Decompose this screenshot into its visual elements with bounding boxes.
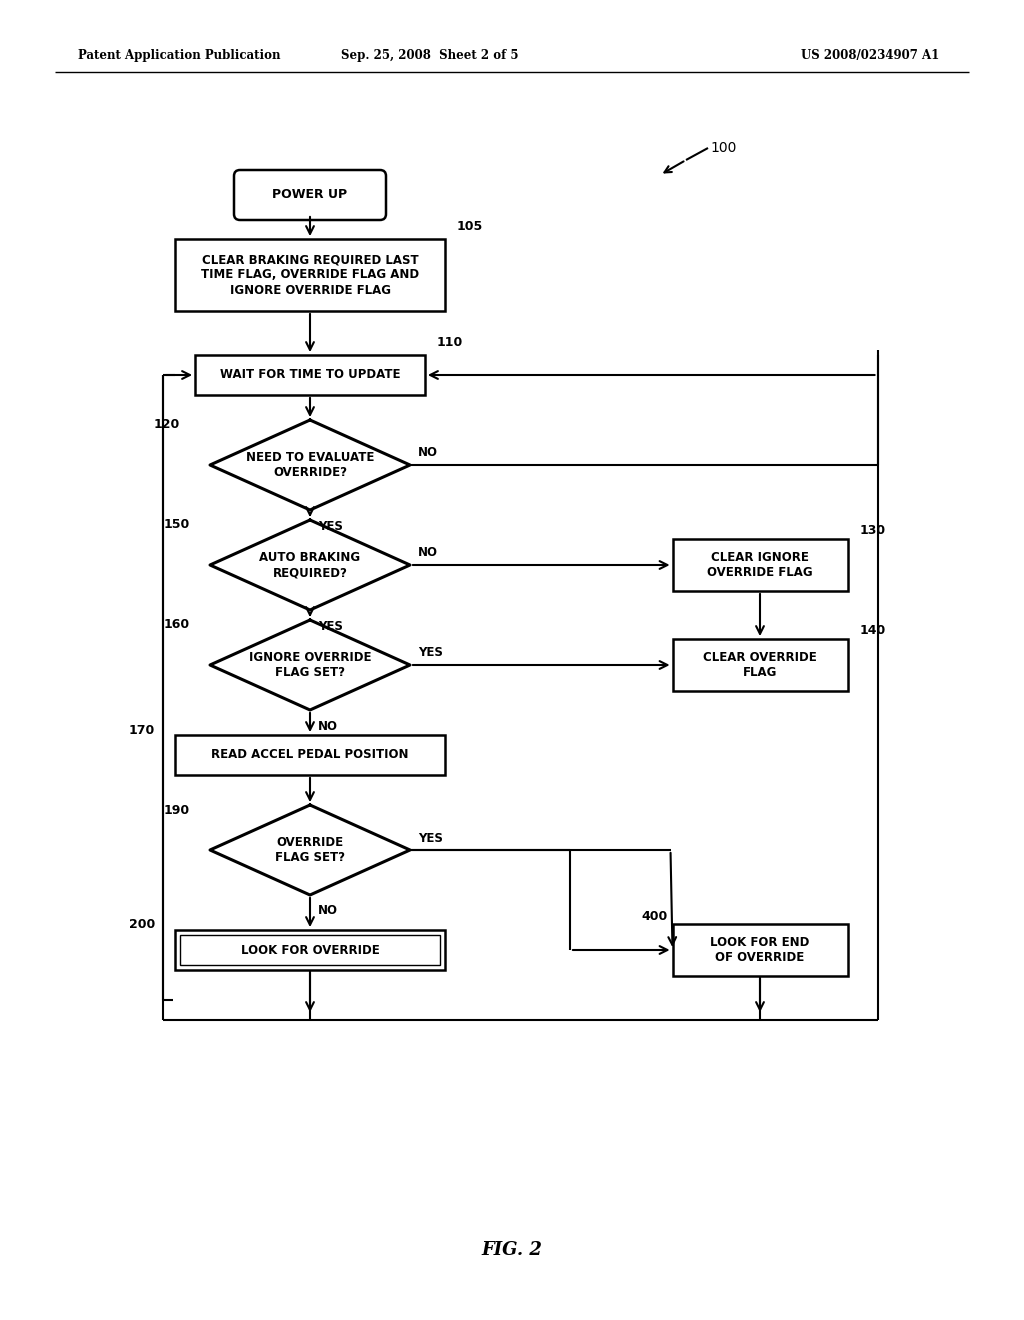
Text: WAIT FOR TIME TO UPDATE: WAIT FOR TIME TO UPDATE [220,368,400,381]
Text: CLEAR BRAKING REQUIRED LAST
TIME FLAG, OVERRIDE FLAG AND
IGNORE OVERRIDE FLAG: CLEAR BRAKING REQUIRED LAST TIME FLAG, O… [201,253,419,297]
Text: POWER UP: POWER UP [272,189,347,202]
Text: YES: YES [418,647,442,660]
Text: YES: YES [318,520,343,532]
Text: 105: 105 [457,220,483,234]
Text: LOOK FOR END
OF OVERRIDE: LOOK FOR END OF OVERRIDE [711,936,810,964]
Text: 170: 170 [129,723,155,737]
Text: CLEAR IGNORE
OVERRIDE FLAG: CLEAR IGNORE OVERRIDE FLAG [708,550,813,579]
Text: 140: 140 [859,624,886,638]
Text: 150: 150 [164,519,190,532]
Text: 130: 130 [859,524,886,537]
Text: Patent Application Publication: Patent Application Publication [78,49,281,62]
Text: 160: 160 [164,619,190,631]
Text: IGNORE OVERRIDE
FLAG SET?: IGNORE OVERRIDE FLAG SET? [249,651,372,678]
Text: 190: 190 [164,804,190,817]
Bar [673,924,848,975]
Bar [180,935,440,965]
Text: LOOK FOR OVERRIDE: LOOK FOR OVERRIDE [241,944,379,957]
Bar [175,735,445,775]
Polygon shape [210,420,410,510]
Text: NEED TO EVALUATE
OVERRIDE?: NEED TO EVALUATE OVERRIDE? [246,451,374,479]
Text: 400: 400 [641,909,668,923]
FancyBboxPatch shape [234,170,386,220]
Text: US 2008/0234907 A1: US 2008/0234907 A1 [801,49,939,62]
Text: NO: NO [418,446,438,459]
Polygon shape [210,620,410,710]
Bar [175,239,445,312]
Text: CLEAR OVERRIDE
FLAG: CLEAR OVERRIDE FLAG [703,651,817,678]
Polygon shape [210,805,410,895]
Text: 100: 100 [710,141,736,154]
Bar [673,639,848,690]
Text: 120: 120 [154,418,180,432]
Text: READ ACCEL PEDAL POSITION: READ ACCEL PEDAL POSITION [211,748,409,762]
Text: 200: 200 [129,919,155,932]
Polygon shape [210,520,410,610]
Bar [673,539,848,591]
Text: NO: NO [318,904,338,917]
Text: YES: YES [418,832,442,845]
Text: NO: NO [318,719,338,733]
Text: OVERRIDE
FLAG SET?: OVERRIDE FLAG SET? [275,836,345,865]
Text: 110: 110 [437,337,463,350]
Text: NO: NO [418,546,438,560]
Text: FIG. 2: FIG. 2 [481,1241,543,1259]
Bar [175,931,445,970]
Text: Sep. 25, 2008  Sheet 2 of 5: Sep. 25, 2008 Sheet 2 of 5 [341,49,519,62]
Text: YES: YES [318,619,343,632]
Bar [195,355,425,395]
Text: AUTO BRAKING
REQUIRED?: AUTO BRAKING REQUIRED? [259,550,360,579]
